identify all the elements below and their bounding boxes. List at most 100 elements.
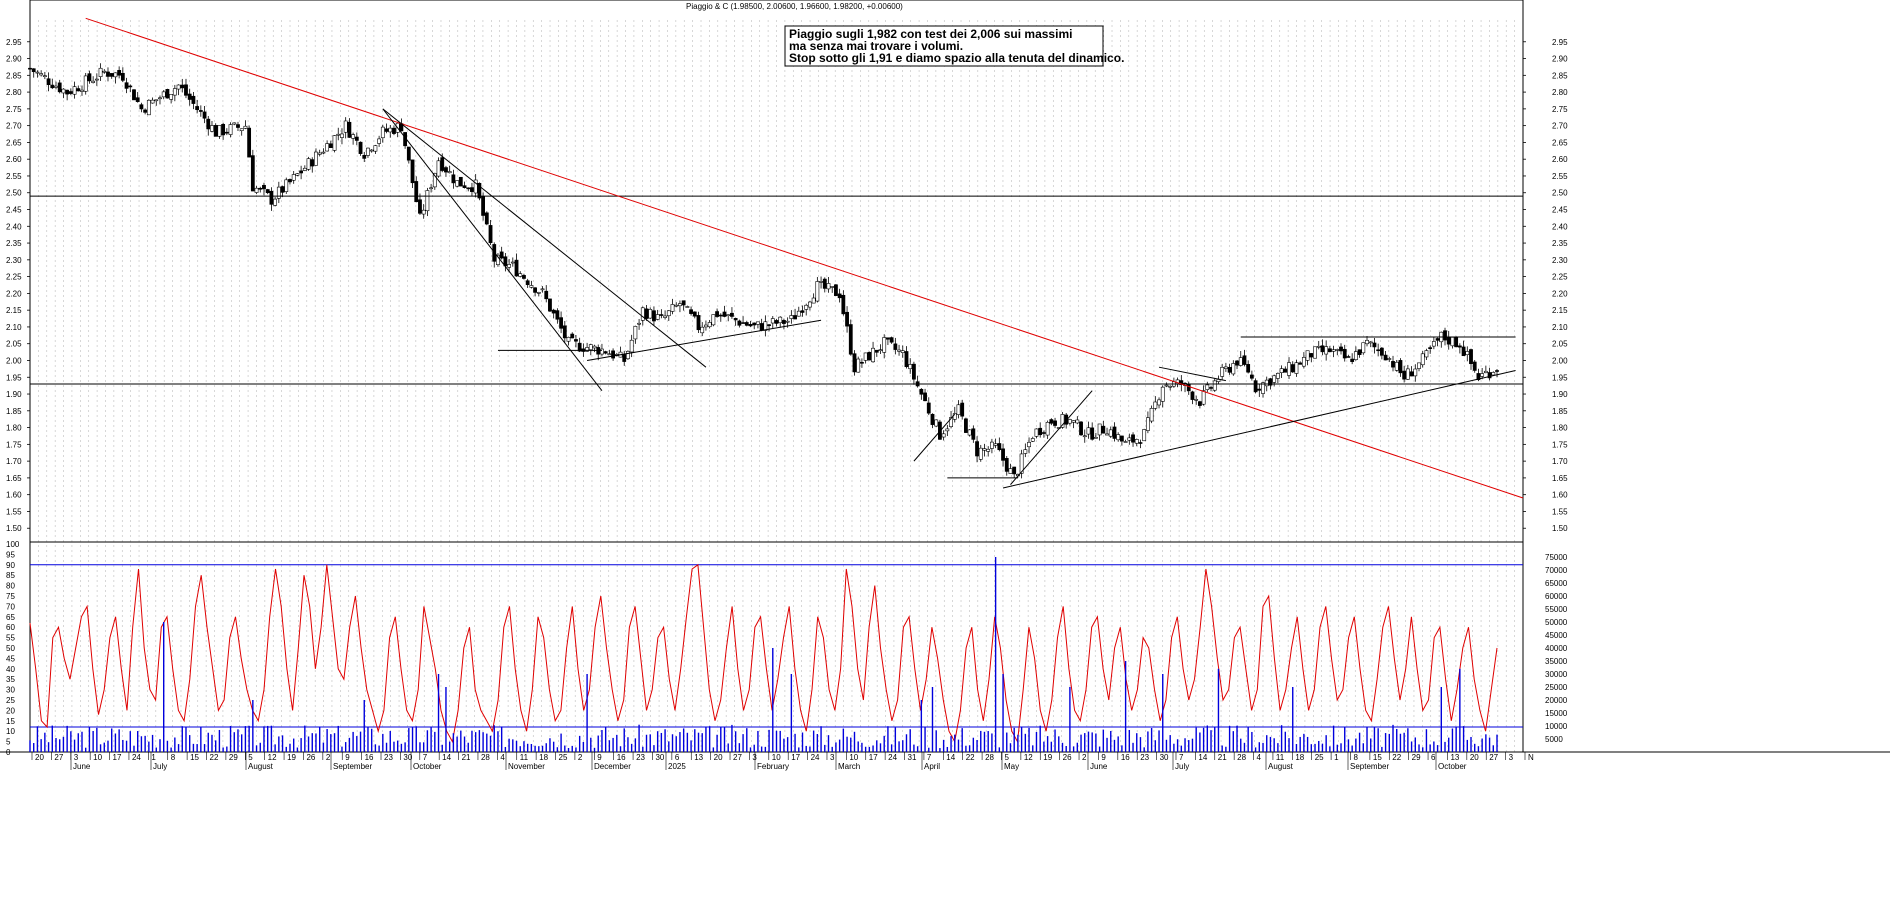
x-month-label: December <box>594 762 631 771</box>
x-day-label: 18 <box>539 753 548 762</box>
price-tick-label-left: 2.50 <box>6 189 22 198</box>
x-day-label: 1 <box>151 753 156 762</box>
price-tick-label-left: 2.95 <box>6 38 22 47</box>
candle-body <box>1391 361 1395 368</box>
candle-body <box>1160 386 1165 402</box>
candle-body <box>704 324 708 328</box>
candle-body <box>1023 449 1028 454</box>
candle-body <box>1294 362 1299 374</box>
x-day-label: 1 <box>1334 753 1339 762</box>
candle-body <box>1428 347 1433 350</box>
candle-body <box>919 388 924 395</box>
candle-body <box>314 151 318 166</box>
candle-body <box>800 310 805 313</box>
candle-body <box>284 179 289 192</box>
candle-body <box>566 336 571 342</box>
price-tick-label-right: 1.75 <box>1552 440 1568 449</box>
candle-body <box>700 326 705 334</box>
x-day-label: 30 <box>1160 753 1169 762</box>
candle-body <box>1457 345 1462 348</box>
x-day-label: 3 <box>830 753 835 762</box>
x-day-label: 2 <box>326 753 331 762</box>
price-tick-label-right: 2.35 <box>1552 239 1568 248</box>
candle-body <box>273 198 278 206</box>
candle-body <box>1053 420 1057 426</box>
candle-body <box>68 91 73 94</box>
price-tick-label-right: 1.95 <box>1552 373 1568 382</box>
candle-body <box>685 306 690 308</box>
x-day-label: 29 <box>229 753 238 762</box>
candle-body <box>652 310 656 322</box>
candle-body <box>878 349 883 351</box>
candle-body <box>1082 435 1087 438</box>
x-day-label: 29 <box>1412 753 1421 762</box>
candle-body <box>206 118 211 130</box>
candle-body <box>310 159 315 167</box>
x-day-label: 4 <box>500 753 505 762</box>
candle-body <box>707 322 712 328</box>
x-day-label: 17 <box>113 753 122 762</box>
price-tick-label-left: 2.15 <box>6 306 22 315</box>
candle-body <box>767 324 771 326</box>
price-tick-label-left: 1.50 <box>6 524 22 533</box>
candle-body <box>1231 363 1236 375</box>
x-day-label: 19 <box>1043 753 1052 762</box>
candle-body <box>1179 380 1184 385</box>
candle-body <box>499 251 504 259</box>
oscillator-tick-label: 20 <box>6 706 15 715</box>
candle-body <box>1105 433 1109 436</box>
candle-body <box>50 84 55 89</box>
candle-body <box>351 134 356 139</box>
x-day-label: 30 <box>655 753 664 762</box>
candle-body <box>1134 439 1139 444</box>
candle-body <box>982 448 987 451</box>
candle-body <box>221 123 226 136</box>
price-tick-label-left: 1.60 <box>6 491 22 500</box>
candle-body <box>1212 380 1217 391</box>
x-day-label: 2 <box>1082 753 1087 762</box>
candle-body <box>1068 419 1072 424</box>
candle-body <box>1387 358 1392 360</box>
candle-body <box>366 147 370 156</box>
x-month-label: November <box>508 762 545 771</box>
x-day-label: 10 <box>849 753 858 762</box>
candle-body <box>659 314 664 316</box>
candle-body <box>1353 351 1358 360</box>
x-day-label: 7 <box>423 753 428 762</box>
x-day-label: 9 <box>597 753 602 762</box>
x-day-label: 21 <box>462 753 471 762</box>
candle-body <box>748 324 753 327</box>
trendline <box>1158 366 1226 382</box>
oscillator-tick-label: 10 <box>6 727 15 736</box>
candle-body <box>785 320 790 323</box>
candle-body <box>655 314 660 320</box>
candle-body <box>418 199 422 214</box>
x-day-label: 11 <box>520 753 529 762</box>
candle-body <box>302 167 307 171</box>
candle-body <box>1253 380 1258 393</box>
price-tick-label-right: 1.90 <box>1552 390 1568 399</box>
candle-body <box>1339 346 1343 352</box>
x-day-label: 16 <box>365 753 374 762</box>
candle-body <box>945 428 950 432</box>
oscillator-tick-label: 40 <box>6 665 15 674</box>
price-panel <box>28 63 1499 479</box>
candle-body <box>1194 399 1199 401</box>
x-day-label: 23 <box>636 753 645 762</box>
candle-body <box>1242 355 1247 365</box>
candle-body <box>874 349 879 353</box>
candle-body <box>841 294 846 315</box>
candle-body <box>172 88 177 96</box>
candle-body <box>1246 364 1251 373</box>
x-day-label: 20 <box>714 753 723 762</box>
x-day-label: 23 <box>384 753 393 762</box>
candle-body <box>258 187 263 190</box>
candle-body <box>117 70 122 76</box>
annotation-line-3: Stop sotto gli 1,91 e diamo spazio alla … <box>789 51 1124 65</box>
axes <box>0 0 1890 770</box>
candle-body <box>863 352 868 361</box>
candle-body <box>852 353 857 373</box>
candle-body <box>759 323 764 331</box>
candle-body <box>893 343 898 350</box>
candle-body <box>848 324 853 355</box>
